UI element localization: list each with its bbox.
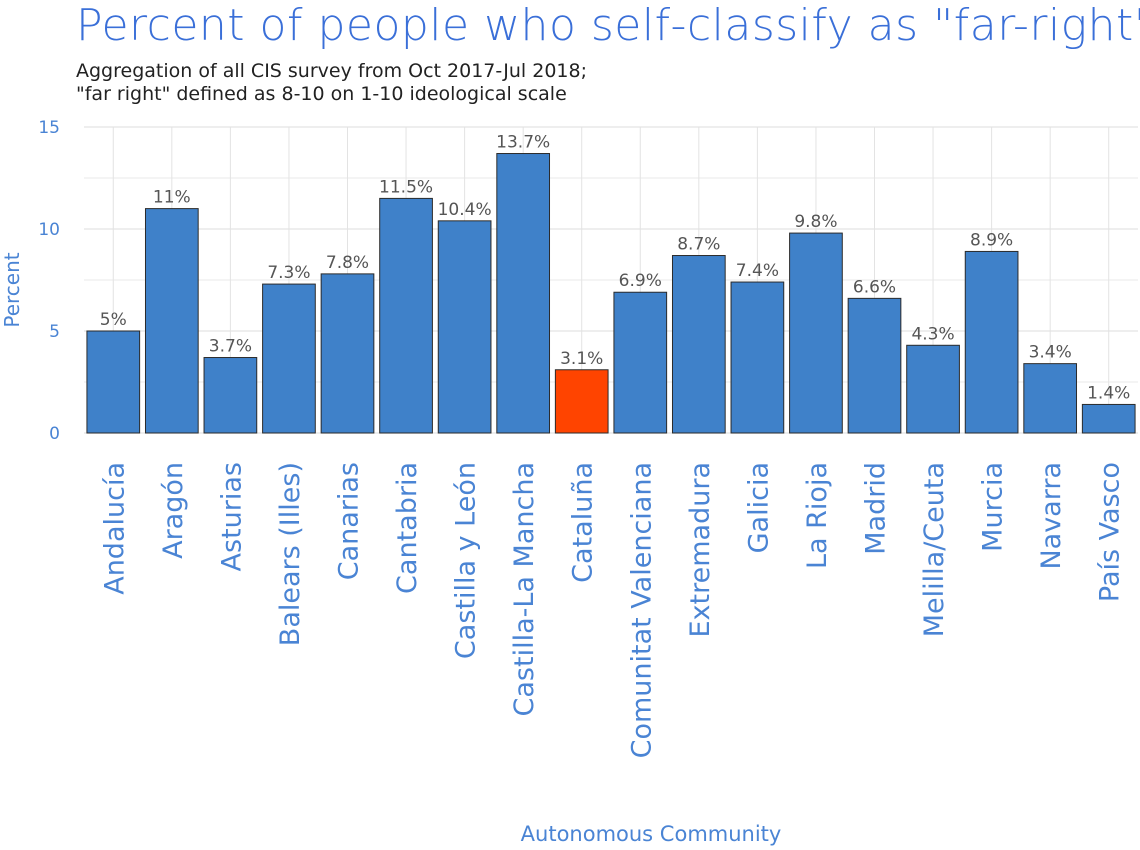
bar xyxy=(554,369,609,434)
x-tick-label: Melilla/Ceuta xyxy=(919,462,950,637)
bar xyxy=(496,153,551,434)
x-tick-label: La Rioja xyxy=(802,462,833,569)
x-tick-label: Extremadura xyxy=(685,462,716,638)
value-label: 7.3% xyxy=(267,263,310,283)
value-label: 11.5% xyxy=(379,177,433,197)
x-tick-label: Castilla-La Mancha xyxy=(509,462,540,716)
bar xyxy=(906,344,960,434)
y-axis-title: Percent xyxy=(0,252,24,327)
x-tick-label: Castilla y León xyxy=(451,462,482,659)
y-tick-label: 15 xyxy=(38,118,60,138)
x-tick-label: Comunitat Valenciana xyxy=(626,462,657,758)
y-tick-label: 0 xyxy=(49,424,60,444)
bar xyxy=(144,208,199,434)
value-label: 3.4% xyxy=(1029,343,1072,363)
x-tick-label: Murcia xyxy=(978,462,1009,552)
value-label: 9.8% xyxy=(794,212,837,232)
y-tick-label: 5 xyxy=(49,322,60,342)
x-tick-label: Madrid xyxy=(861,462,892,555)
x-tick-label: Canarias xyxy=(334,462,365,580)
x-tick-label: Andalucía xyxy=(99,462,130,595)
x-tick-label: Aragón xyxy=(158,462,189,559)
bar xyxy=(964,250,1019,434)
x-tick-label: Navarra xyxy=(1036,462,1067,570)
subtitle-line-2: "far right" defined as 8-10 on 1-10 ideo… xyxy=(76,83,567,105)
x-tick-label: Cantabria xyxy=(392,462,423,594)
x-tick-label: Balears (Illes) xyxy=(275,462,306,646)
bar xyxy=(847,297,902,434)
x-axis-title: Autonomous Community xyxy=(521,822,782,846)
y-tick-label: 10 xyxy=(38,220,60,240)
bar xyxy=(730,281,785,434)
value-label: 1.4% xyxy=(1087,383,1130,403)
value-label: 7.8% xyxy=(326,253,369,273)
value-label: 3.1% xyxy=(560,349,603,369)
value-label: 8.9% xyxy=(970,230,1013,250)
value-label: 13.7% xyxy=(496,133,550,153)
bar xyxy=(379,197,433,434)
value-label: 6.9% xyxy=(619,271,662,291)
x-tick-label: Asturias xyxy=(216,462,247,571)
value-label: 6.6% xyxy=(853,277,896,297)
x-tick-label: Galicia xyxy=(743,462,774,553)
bar xyxy=(262,283,316,434)
x-tick-label: Cataluña xyxy=(568,462,599,583)
value-label: 4.3% xyxy=(911,324,954,344)
bar xyxy=(789,232,843,434)
value-label: 3.7% xyxy=(209,337,252,357)
chart-subtitle: Aggregation of all CIS survey from Oct 2… xyxy=(76,60,587,106)
bar xyxy=(671,255,726,434)
bar xyxy=(1023,363,1078,434)
chart-title: Percent of people who self-classify as "… xyxy=(76,0,1140,51)
value-label: 10.4% xyxy=(438,200,492,220)
bar xyxy=(437,220,492,434)
value-label: 8.7% xyxy=(677,235,720,255)
bar xyxy=(86,330,141,434)
bar xyxy=(320,273,375,434)
value-label: 11% xyxy=(153,188,191,208)
subtitle-line-1: Aggregation of all CIS survey from Oct 2… xyxy=(76,60,588,82)
x-tick-label: País Vasco xyxy=(1095,462,1126,602)
value-label: 5% xyxy=(100,310,127,330)
bar xyxy=(1081,403,1136,434)
bar xyxy=(613,291,668,434)
bar xyxy=(203,357,258,434)
value-label: 7.4% xyxy=(736,261,779,281)
